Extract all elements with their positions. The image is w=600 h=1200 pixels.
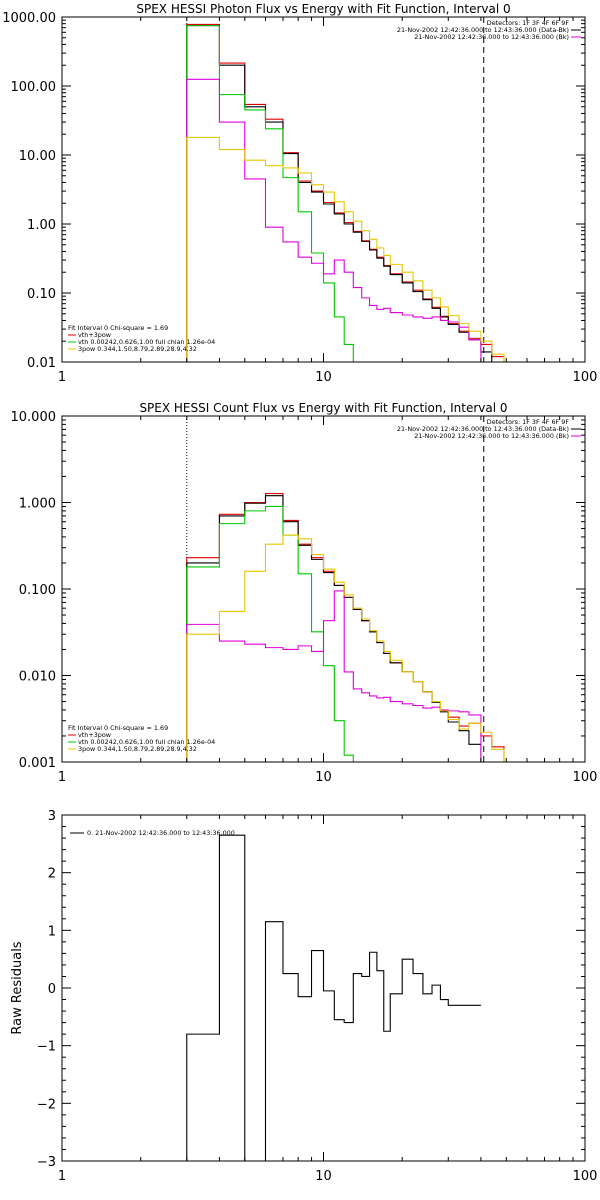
plot-area	[186, 17, 505, 362]
residuals-panel: Raw Residuals −3 −2 −1 0 1 2 3 1 10 100 0. 21-Nov-2…	[10, 809, 598, 1184]
axes-frame	[61, 415, 586, 763]
fit-legend-entry: vth 0.00242,0.626,1.00 full chian 1.26e-…	[78, 738, 215, 746]
y-tick-label: 1.00	[27, 218, 56, 233]
x-tick-label: 10	[315, 370, 332, 385]
data-series-0	[186, 492, 516, 762]
chart-title: SPEX HESSI Photon Flux vs Energy with Fi…	[136, 2, 510, 16]
count-flux-panel: SPEX HESSI Count Flux vs Energy with Fit…	[11, 401, 598, 785]
y-tick-label: −2	[37, 1097, 56, 1112]
data-series-2	[186, 505, 354, 762]
fit-legend-entry: vth+3pow	[78, 731, 111, 739]
x-tick-label: 100	[573, 370, 598, 385]
y-tick-label: −1	[37, 1040, 56, 1055]
y-tick-label: 0.100	[19, 583, 56, 598]
y-tick-label: 1	[48, 924, 56, 939]
x-tick-label: 100	[573, 770, 598, 785]
data-series-3	[186, 78, 482, 362]
y-tick-label: 10.000	[11, 410, 57, 425]
y-tick-label: 0.010	[19, 670, 56, 685]
y-tick-label: 1000.00	[2, 11, 56, 26]
y-tick-label: 0.001	[19, 756, 56, 771]
x-tick-label: 10	[315, 1169, 332, 1184]
fit-legend-entry: 3pow 0.344,1.50,8.79,2.89,28.9,4.32	[78, 345, 197, 353]
y-tick-label: −3	[37, 1155, 56, 1170]
y-tick-label: 0.01	[27, 356, 56, 371]
plot-area	[186, 834, 481, 1161]
x-tick-label: 1	[58, 770, 66, 785]
info-line: Detectors: 1F 3F 4F 6F 9F	[487, 19, 570, 27]
data-series-1	[186, 495, 482, 762]
x-tick-label: 1	[58, 1169, 66, 1184]
data-series-4	[186, 136, 505, 362]
legend-entry: 0. 21-Nov-2002 12:42:36.000 to 12:43:36.…	[87, 829, 235, 837]
info-line: 21-Nov-2002 12:42:36.000 to 12:43:36.000…	[414, 33, 569, 41]
data-series-4	[186, 534, 505, 762]
x-tick-label: 100	[573, 1169, 598, 1184]
fit-legend-header: Fit Interval 0 Chi-square = 1.69	[68, 724, 168, 732]
fit-legend-entry: vth+3pow	[78, 331, 111, 339]
info-line: 21-Nov-2002 12:42:36.000 to 12:43:36.000…	[397, 425, 569, 433]
fit-legend-header: Fit Interval 0 Chi-square = 1.69	[68, 324, 168, 332]
y-axis-label: Raw Residuals	[10, 941, 25, 1034]
info-line: Detectors: 1F 3F 4F 6F 9F	[487, 418, 570, 426]
y-tick-label: 100.00	[11, 80, 57, 95]
data-series-2	[186, 25, 354, 362]
y-tick-label: 0.10	[27, 287, 56, 302]
chart-title: SPEX HESSI Count Flux vs Energy with Fit…	[139, 401, 507, 415]
y-tick-label: 1.000	[19, 497, 56, 512]
y-tick-label: 3	[48, 809, 56, 824]
info-line: 21-Nov-2002 12:42:36.000 to 12:43:36.000…	[397, 26, 569, 34]
y-tick-label: 2	[48, 867, 56, 882]
data-series-3	[186, 590, 482, 762]
y-tick-label: 0	[48, 982, 56, 997]
data-series-1	[186, 25, 493, 362]
y-tick-label: 10.00	[19, 149, 56, 164]
x-tick-label: 1	[58, 370, 66, 385]
data-series-0	[186, 834, 481, 1161]
photon-flux-panel: SPEX HESSI Photon Flux vs Energy with Fi…	[2, 2, 598, 385]
x-tick-label: 10	[315, 770, 332, 785]
info-line: 21-Nov-2002 12:42:36.000 to 12:43:36.000…	[414, 432, 569, 440]
fit-legend-entry: 3pow 0.344,1.50,8.79,2.89,28.9,4.32	[78, 745, 197, 753]
fit-legend-entry: vth 0.00242,0.626,1.00 full chian 1.26e-…	[78, 338, 215, 346]
plot-area	[186, 416, 516, 762]
